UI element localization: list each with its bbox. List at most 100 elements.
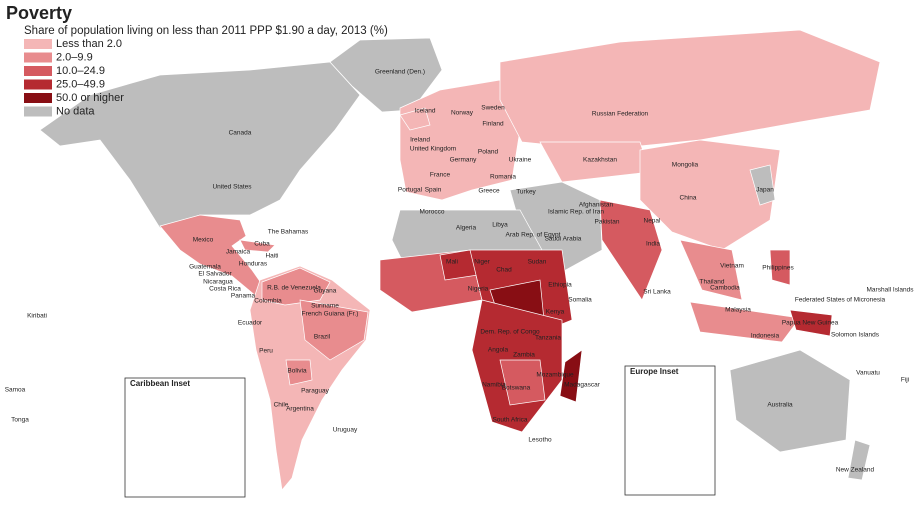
country-label: Turkey: [516, 189, 536, 196]
country-label: Philippines: [762, 265, 794, 272]
country-label: Mexico: [193, 237, 214, 244]
region: [789, 309, 833, 337]
country-label: Saudi Arabia: [545, 236, 582, 243]
legend: Less than 2.02.0–9.9 10.0–24.925.0–49.9 50…: [24, 38, 124, 117]
country-label: Nigeria: [468, 286, 489, 293]
country-label: Libya: [492, 222, 508, 229]
region: [499, 29, 881, 151]
country-label: Greece: [478, 188, 500, 195]
country-label: Botswana: [502, 385, 531, 392]
region: [847, 439, 871, 481]
labels: Greenland (Den.) Canada United States Mexic…: [5, 69, 915, 474]
country-label: Marshall Islands: [867, 287, 915, 294]
country-label: Madagascar: [564, 382, 601, 389]
country-label: Uruguay: [333, 427, 358, 434]
legend-swatch: [24, 106, 52, 117]
country-label: Vietnam: [720, 263, 744, 270]
country-label: Pakistan: [595, 219, 620, 226]
region: [689, 301, 801, 343]
country-label: Bolivia: [287, 368, 307, 375]
country-label: El Salvador: [198, 271, 232, 278]
country-label: South Africa: [492, 417, 527, 424]
country-label: Suriname: [311, 303, 339, 310]
inset-title: Caribbean Inset: [130, 379, 190, 388]
country-label: Romania: [490, 174, 516, 181]
country-label: Ecuador: [238, 320, 263, 327]
country-label: Indonesia: [751, 333, 780, 340]
country-label: Tanzania: [535, 335, 561, 342]
region: [329, 37, 443, 113]
country-label: Kiribati: [27, 313, 47, 320]
country-label: Jamaica: [226, 249, 251, 256]
country-label: Germany: [450, 157, 477, 164]
title: Poverty: [6, 3, 72, 23]
country-label: Chad: [496, 267, 512, 274]
country-label: Lesotho: [528, 437, 552, 444]
region: [159, 214, 267, 297]
country-label: France: [430, 172, 451, 179]
country-label: United States: [212, 184, 252, 191]
region: [399, 79, 521, 201]
subtitle: Share of population living on less than …: [24, 25, 388, 37]
country-label: Mongolia: [672, 162, 699, 169]
europe-inset: [624, 365, 716, 496]
country-label: Panama: [231, 293, 256, 300]
region: [299, 299, 369, 361]
country-label: Dem. Rep. of Congo: [480, 329, 540, 336]
country-label: United Kingdom: [410, 146, 456, 153]
country-label: Morocco: [420, 209, 445, 216]
region: [679, 239, 743, 301]
country-label: New Zealand: [836, 467, 875, 474]
legend-swatch: [24, 52, 52, 63]
country-label: Australia: [767, 402, 793, 409]
country-label: Costa Rica: [209, 286, 241, 293]
country-label: Federated States of Micronesia: [795, 297, 886, 304]
country-label: Fiji: [901, 377, 909, 384]
country-label: Ireland: [410, 137, 430, 144]
country-label: Somalia: [568, 297, 592, 304]
legend-label: No data: [56, 105, 95, 117]
region: [261, 267, 331, 306]
legend-swatch: [24, 93, 52, 103]
country-label: Canada: [229, 130, 252, 137]
legend-label: 2.0–9.9: [56, 51, 93, 63]
region: [399, 107, 431, 131]
country-label: Zambia: [513, 352, 535, 359]
caribbean-inset: [124, 377, 246, 498]
region: [639, 139, 781, 251]
country-label: Chile: [274, 402, 289, 409]
country-label: The Bahamas: [268, 229, 309, 236]
country-label: Spain: [425, 187, 442, 194]
country-label: Namibia: [482, 382, 506, 389]
country-label: Thailand: [700, 279, 725, 286]
region: [239, 239, 276, 253]
country-label: Finland: [482, 121, 504, 128]
region: [749, 164, 776, 206]
region: [39, 61, 361, 229]
country-label: Japan: [756, 187, 774, 194]
country-label: India: [646, 241, 660, 248]
country-label: Ethiopia: [548, 282, 572, 289]
region: [285, 359, 313, 386]
region: [729, 349, 851, 453]
country-label: Papua New Guinea: [782, 320, 839, 327]
country-label: Niger: [474, 259, 490, 266]
country-label: Greenland (Den.): [375, 69, 425, 76]
country-label: Solomon Islands: [831, 332, 880, 339]
country-label: Brazil: [314, 334, 331, 341]
country-label: Nepal: [644, 218, 662, 225]
country-label: Haiti: [265, 253, 278, 260]
legend-label: 25.0–49.9: [56, 78, 105, 90]
region: [599, 199, 663, 301]
country-label: Russian Federation: [592, 111, 649, 118]
legend-swatch: [24, 39, 52, 49]
country-label: Angola: [488, 347, 509, 354]
country-label: Norway: [451, 110, 474, 117]
country-label: Sri Lanka: [643, 289, 671, 296]
country-label: Sudan: [528, 259, 547, 266]
legend-label: 50.0 or higher: [56, 92, 124, 104]
country-label: Malaysia: [725, 307, 751, 314]
country-label: Iceland: [415, 108, 436, 115]
country-label: Cuba: [254, 241, 270, 248]
